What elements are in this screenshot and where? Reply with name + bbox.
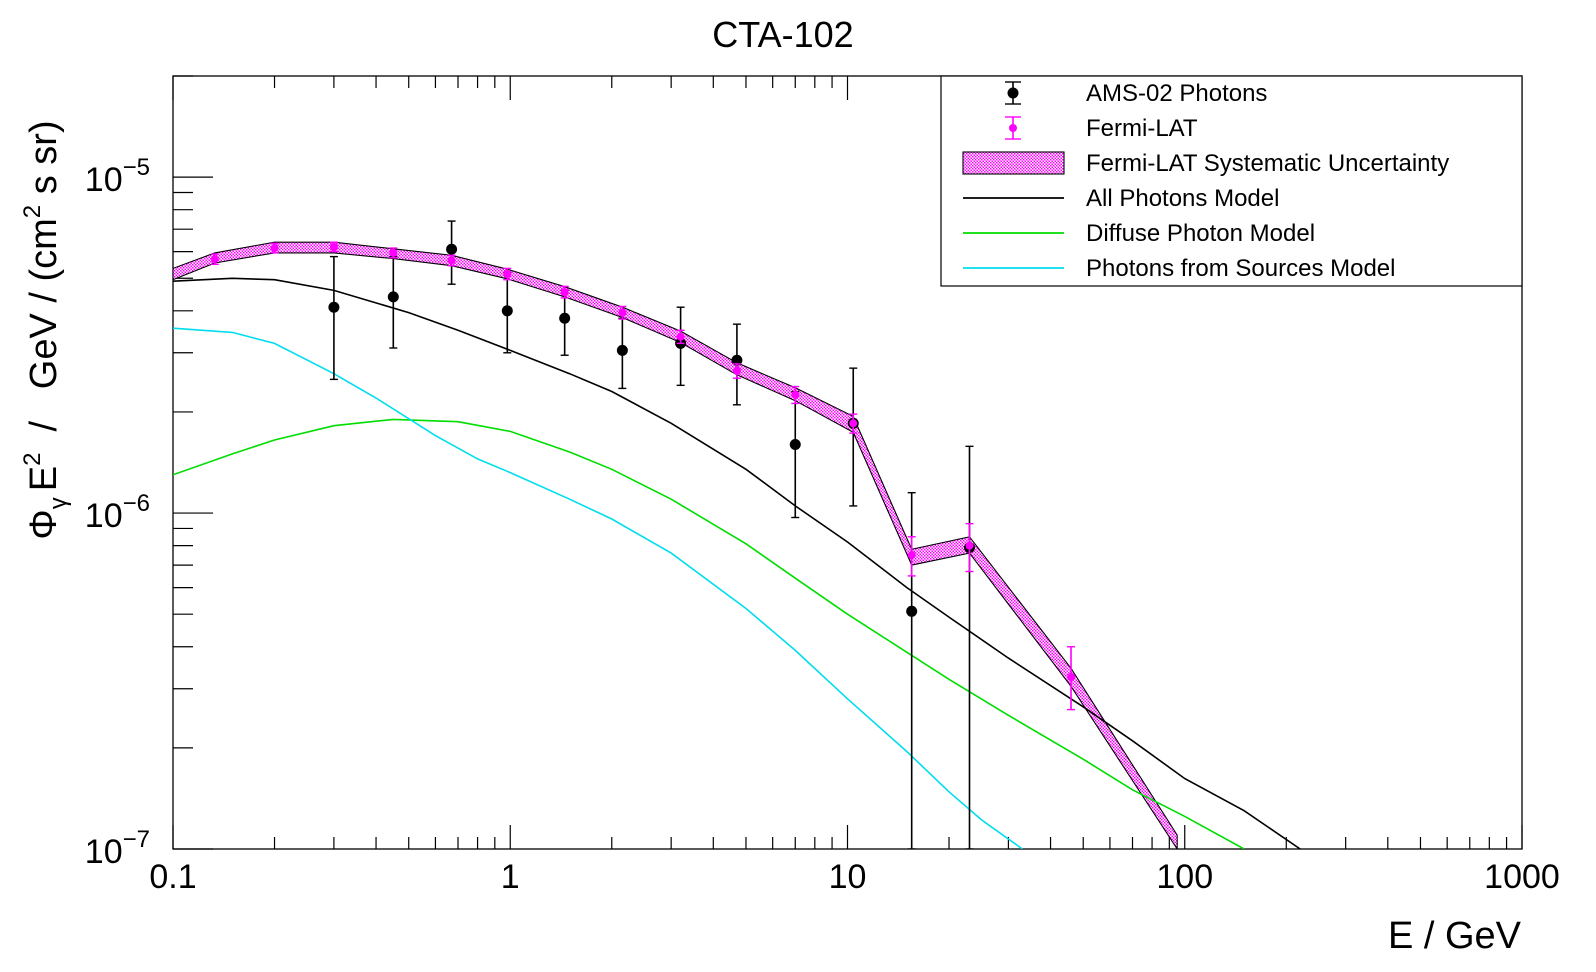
legend-label: Fermi-LAT	[1086, 115, 1198, 142]
y-label-end: s sr)	[23, 120, 65, 204]
ams-02-photons-point	[387, 255, 399, 349]
fermi-lat-marker	[389, 248, 398, 257]
y-label-phi: Φ	[23, 509, 65, 539]
legend-box	[940, 75, 1523, 287]
fermi-lat-marker	[1067, 673, 1076, 682]
fermi-lat-marker	[503, 269, 512, 278]
ams-02-photons-point	[501, 271, 513, 354]
legend-marker	[1007, 87, 1019, 99]
fermi-lat-point	[560, 285, 569, 299]
y-label-e-sup: 2	[19, 453, 46, 466]
ams-02-photons-marker	[559, 312, 571, 324]
ams-02-photons-marker	[616, 344, 628, 356]
y-axis: 10−7 10−6 10−5	[85, 154, 150, 871]
fermi-lat-point	[270, 242, 279, 254]
x-tick-label: 100	[1156, 858, 1213, 896]
ams-02-photons-point	[446, 220, 458, 285]
ams-02-photons-point	[963, 445, 975, 849]
legend-label: Diffuse Photon Model	[1086, 220, 1315, 247]
x-tick-label: 1	[501, 858, 520, 896]
plot-area	[173, 220, 1301, 849]
ams-02-photons-marker	[446, 243, 458, 255]
ams-02-photons-point	[616, 317, 628, 390]
ams-02-photons-marker	[731, 354, 743, 366]
y-tick-label: 10−6	[85, 490, 150, 535]
legend-marker	[1009, 124, 1017, 132]
fermi-lat-point	[791, 385, 800, 405]
fermi-lat-marker	[270, 244, 279, 253]
fermi-lat-point	[676, 329, 685, 345]
y-label-mid-sup: 2	[19, 205, 46, 218]
minor-ticks	[172, 75, 1523, 850]
y-label-mid: / GeV / (cm	[23, 218, 65, 452]
x-tick-label: 10	[829, 858, 867, 896]
legend-item: All Photons Model	[963, 185, 1279, 212]
chart-title: CTA-102	[712, 14, 853, 55]
ams-02-photons-point	[789, 390, 801, 519]
photons-from-sources-model-line	[173, 327, 1023, 849]
fermi-lat-point	[618, 305, 627, 320]
legend-item: Fermi-LAT Systematic Uncertainty	[962, 150, 1449, 177]
fermi-lat-systematic-uncertainty-band	[173, 241, 1178, 849]
fermi-lat-marker	[447, 256, 456, 265]
fermi-lat-marker	[560, 288, 569, 297]
band-layer	[173, 241, 1178, 849]
marker-layer	[210, 220, 1076, 849]
x-axis-label: E / GeV	[1388, 915, 1522, 957]
fermi-lat-point	[447, 254, 456, 267]
fermi-lat-point	[210, 253, 219, 266]
fermi-lat-point	[849, 413, 858, 434]
x-tick-label: 1000	[1484, 858, 1560, 896]
ams-02-photons-point	[328, 255, 340, 381]
ams-02-photons-point	[675, 306, 687, 387]
legend-item: Fermi-LAT	[1005, 115, 1198, 142]
ams-02-photons-point	[559, 289, 571, 356]
fermi-lat-marker	[965, 541, 974, 550]
legend-item: Photons from Sources Model	[963, 255, 1395, 282]
y-tick-label: 10−7	[85, 826, 150, 871]
fermi-lat-marker	[210, 255, 219, 264]
ams-02-photons-marker	[501, 305, 513, 317]
fermi-lat-point	[389, 247, 398, 259]
all-photons-model-line	[173, 277, 1301, 849]
fermi-lat-marker	[849, 419, 858, 428]
legend-label: Photons from Sources Model	[1086, 255, 1395, 282]
legend-label: Fermi-LAT Systematic Uncertainty	[1086, 150, 1449, 177]
x-axis: 0.1 1 10 100 1000	[149, 858, 1559, 896]
legend-item: AMS-02 Photons	[1005, 80, 1267, 107]
y-axis-label: ΦγE2 / GeV / (cm2 s sr)	[19, 120, 72, 539]
fermi-lat-marker	[907, 551, 916, 560]
fermi-lat-point	[965, 522, 974, 573]
ams-02-photons-marker	[328, 301, 340, 313]
ams-02-photons-marker	[387, 291, 399, 303]
fermi-lat-point	[503, 267, 512, 281]
legend-label: All Photons Model	[1086, 185, 1279, 212]
legend-band-swatch	[962, 151, 1065, 175]
fermi-lat-marker	[329, 242, 338, 251]
fermi-lat-marker	[676, 332, 685, 341]
fermi-lat-marker	[732, 366, 741, 375]
fermi-lat-point	[732, 363, 741, 379]
fermi-lat-point	[907, 536, 916, 577]
fermi-lat-point	[1067, 646, 1076, 711]
fermi-lat-marker	[618, 308, 627, 317]
y-label-e: E	[23, 466, 65, 491]
ams-02-photons-marker	[789, 438, 801, 450]
fermi-lat-marker	[791, 390, 800, 399]
fermi-lat-point	[329, 241, 338, 253]
y-tick-label: 10−5	[85, 154, 150, 199]
x-tick-label: 0.1	[149, 858, 196, 896]
line-layer	[173, 277, 1301, 849]
legend-label: AMS-02 Photons	[1086, 80, 1267, 107]
diffuse-photon-model-line	[173, 418, 1245, 849]
ams-02-photons-marker	[906, 605, 918, 617]
y-label-phi-sub: γ	[45, 497, 72, 509]
legend-item: Diffuse Photon Model	[963, 220, 1315, 247]
legend: AMS-02 Photons Fermi-LAT Fermi-LAT Systema…	[940, 75, 1523, 287]
